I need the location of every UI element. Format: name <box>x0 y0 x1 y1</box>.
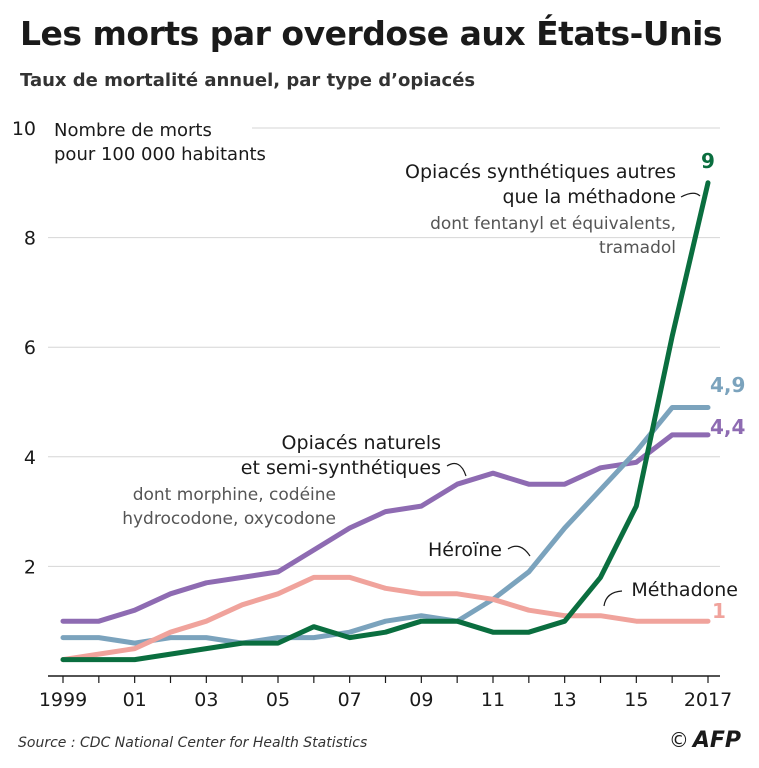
series-label-synth: Opiacés synthétiques autres <box>405 161 676 183</box>
leader-line <box>507 545 531 557</box>
axes: 2 4 6 8 10 1999 01 03 05 07 09 11 13 15 2017 Nombre de … <box>12 118 732 711</box>
y-tick-label: 4 <box>24 447 36 469</box>
x-tick-label: 07 <box>338 689 362 711</box>
x-tick-label: 1999 <box>39 689 87 711</box>
x-tick-label: 05 <box>266 689 290 711</box>
leader-line <box>446 463 467 477</box>
y-axis-label-line: Nombre de morts <box>54 120 212 141</box>
end-value-label-semi: 4,4 <box>710 415 745 439</box>
page-title: Les morts par overdose aux États-Unis <box>20 14 723 53</box>
series-label-methadone: Méthadone <box>631 579 738 601</box>
series-line-semi <box>60 432 711 624</box>
credit: © AFP <box>669 728 741 753</box>
y-axis-label-line: pour 100 000 habitants <box>54 144 266 165</box>
y-tick-label: 6 <box>24 337 36 359</box>
series-note-synth: tramadol <box>599 238 676 258</box>
page-subtitle: Taux de mortalité annuel, par type d’opi… <box>20 70 476 91</box>
y-tick-label: 2 <box>24 556 36 578</box>
series-label-heroin: Héroïne <box>428 539 502 561</box>
source-note: Source : CDC National Center for Health … <box>18 735 368 751</box>
series-line-heroin <box>60 405 711 646</box>
series-note-semi: dont morphine, codéine <box>133 485 336 505</box>
series-label-synth: que la méthadone <box>502 186 676 208</box>
x-tick-label: 11 <box>481 689 505 711</box>
series-lines <box>60 180 711 663</box>
x-tick-label: 13 <box>553 689 577 711</box>
y-tick-label: 10 <box>12 118 36 140</box>
x-tick-label: 2017 <box>684 689 732 711</box>
series-label-semi: et semi-synthétiques <box>241 457 441 479</box>
afp-logo: AFP <box>692 728 741 753</box>
end-value-label-methadone: 1 <box>712 599 726 623</box>
series-line-methadone <box>60 574 711 663</box>
end-value-label-heroin: 4,9 <box>710 373 745 397</box>
leader-line <box>680 192 701 198</box>
x-tick-label: 03 <box>194 689 218 711</box>
x-tick-label: 01 <box>123 689 147 711</box>
series-note-semi: hydrocodone, oxycodone <box>122 509 336 529</box>
x-tick-label: 09 <box>409 689 433 711</box>
series-note-synth: dont fentanyl et équivalents, <box>430 214 676 234</box>
annotations: 9 4,9 4,4 1 Opiacés synthétiques autres que l… <box>122 149 745 623</box>
copyright-symbol: © <box>668 728 689 752</box>
y-tick-label: 8 <box>24 228 36 250</box>
series-label-semi: Opiacés naturels <box>282 432 441 454</box>
end-value-label-synth: 9 <box>701 149 715 173</box>
series-line-synth <box>60 180 711 663</box>
x-tick-label: 15 <box>624 689 648 711</box>
leader-line <box>603 590 623 607</box>
